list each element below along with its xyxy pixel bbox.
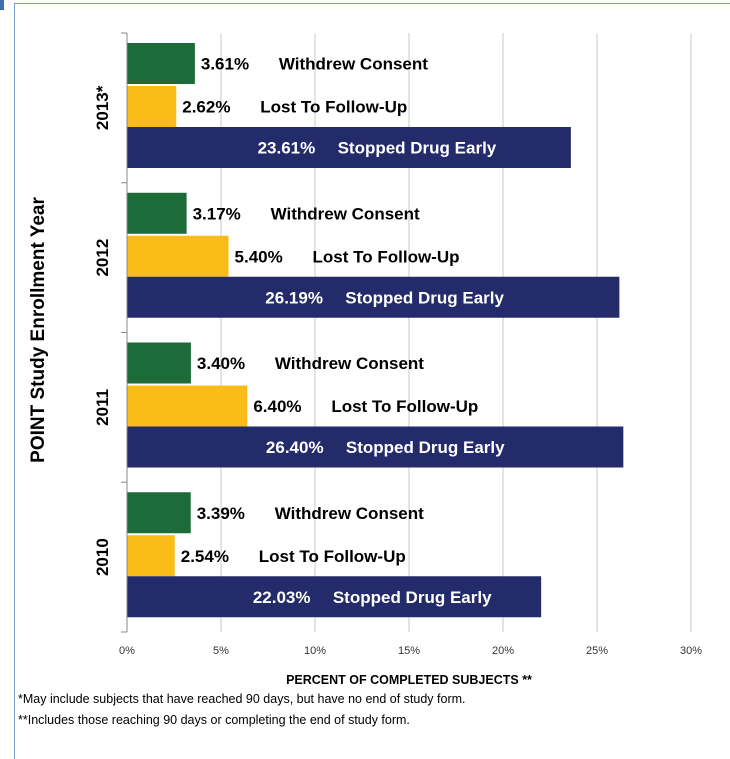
enrollment-bar-chart: 3.61% Withdrew Consent 2.62% Lost To Follow… [28,32,702,687]
gridlines [220,33,692,632]
x-tick-label: 20% [492,645,514,657]
bar-lost-to-follow-up [127,86,177,127]
bar-series-label: Lost To Follow-Up [313,247,460,266]
bar-series-label: Stopped Drug Early [338,139,497,158]
x-tick-label: 30% [680,645,702,657]
x-axis-title: PERCENT OF COMPLETED SUBJECTS ** [286,673,532,687]
bar-labels: 3.61% Withdrew Consent 2.62% Lost To Follow… [181,55,505,607]
bar-withdrew-consent [127,342,191,384]
y-axis-title: POINT Study Enrollment Year [28,197,49,463]
footnote-2: **Includes those reaching 90 days or com… [18,713,410,727]
x-tick-label: 25% [586,645,608,657]
bar-value-label: 22.03% [253,588,311,607]
corner-accent [0,0,4,10]
x-tick-label: 10% [304,645,326,657]
bar-value-label: 23.61% [258,139,316,158]
bar-series-label: Withdrew Consent [279,55,428,74]
category-label: 2012 [93,239,112,277]
bar-value-label: 26.19% [265,288,323,307]
bar-stopped-drug-early [127,426,624,468]
bar-series-label: Lost To Follow-Up [260,98,407,117]
bar-value-label: 3.39% [197,504,245,523]
bars [127,43,624,618]
bar-value-label: 3.40% [197,354,245,373]
bar-series-label: Stopped Drug Early [345,288,504,307]
footnote-1: *May include subjects that have reached … [18,692,466,706]
bar-withdrew-consent [127,192,187,234]
bar-series-label: Lost To Follow-Up [259,547,406,566]
bar-lost-to-follow-up [127,385,248,427]
bar-value-label: 2.54% [181,547,229,566]
x-tick-label: 5% [213,645,229,657]
bar-value-label: 6.40% [253,397,301,416]
bar-value-label: 3.17% [193,204,241,223]
frame-border-left [14,3,15,759]
bar-series-label: Withdrew Consent [271,204,420,223]
bar-series-label: Withdrew Consent [275,354,424,373]
category-label: 2010 [93,538,112,576]
category-label: 2013* [93,85,112,130]
category-label: 2011 [93,389,112,426]
bar-withdrew-consent [127,43,195,84]
bar-lost-to-follow-up [127,235,229,277]
bar-series-label: Stopped Drug Early [333,588,492,607]
bar-series-label: Lost To Follow-Up [331,397,478,416]
x-tick-label: 15% [398,645,420,657]
bar-series-label: Withdrew Consent [275,504,424,523]
axes: 0% 5% 10% 15% 20% 25% 30% 2013* 2012 2011 2010 [93,32,702,657]
bar-series-label: Stopped Drug Early [346,438,505,457]
bar-value-label: 3.61% [201,55,249,74]
bar-stopped-drug-early [127,127,571,168]
frame-border-top [14,3,730,4]
bar-stopped-drug-early [127,576,542,618]
bar-lost-to-follow-up [127,535,175,577]
bar-stopped-drug-early [127,276,620,318]
bar-value-label: 2.62% [182,98,230,117]
bar-withdrew-consent [127,492,191,534]
bar-value-label: 26.40% [266,438,324,457]
bar-value-label: 5.40% [235,247,283,266]
x-tick-label: 0% [119,645,135,657]
